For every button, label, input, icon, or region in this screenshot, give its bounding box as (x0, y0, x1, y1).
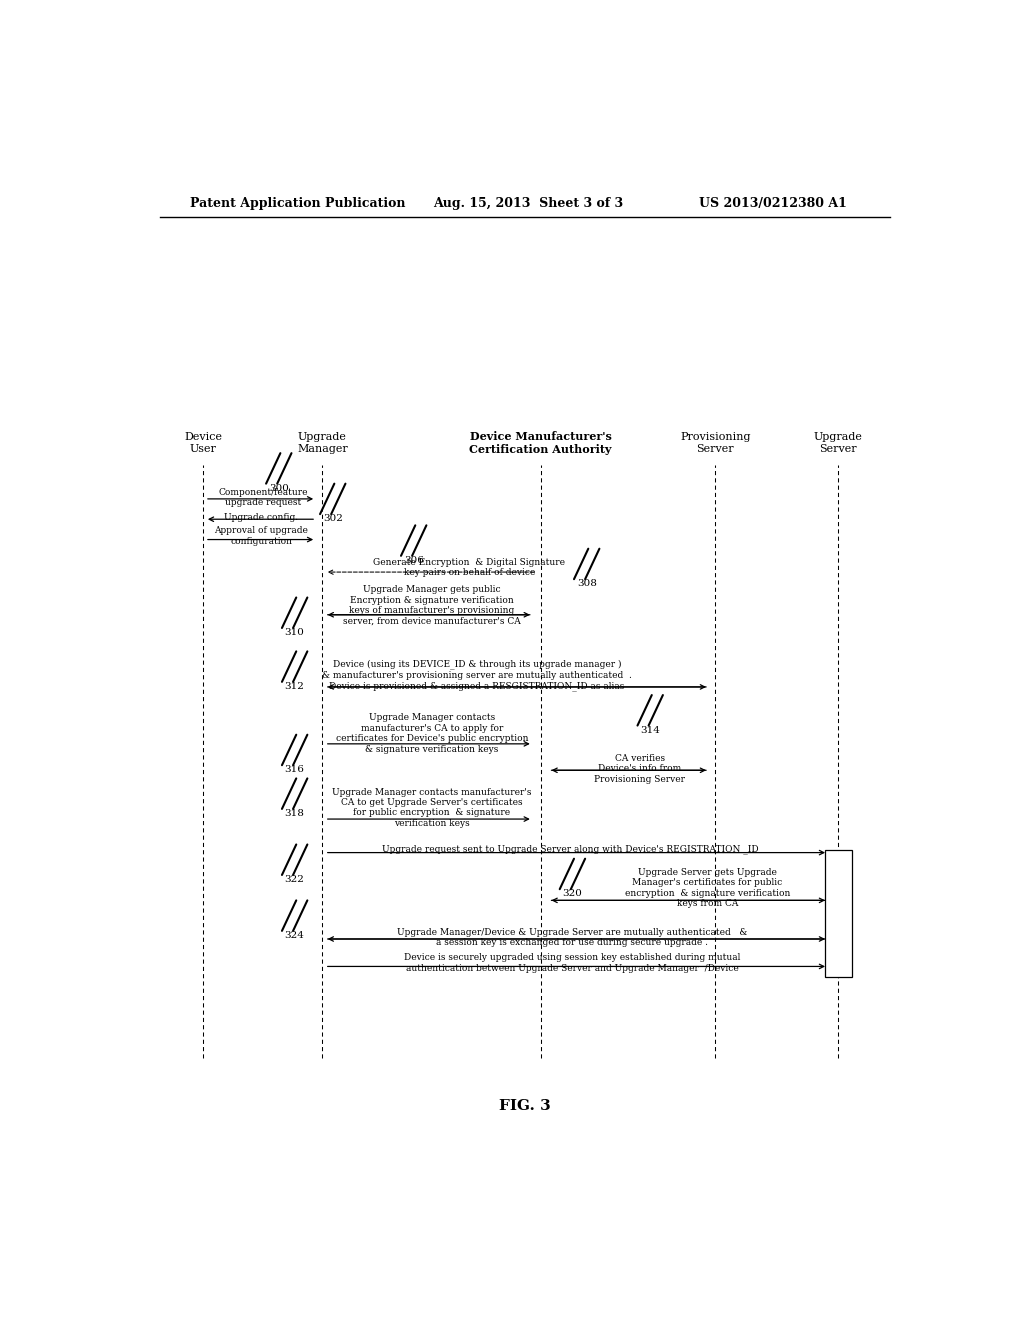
Text: CA verifies
Device's info from
Provisioning Server: CA verifies Device's info from Provision… (594, 754, 685, 784)
Text: 320: 320 (562, 890, 583, 898)
Text: Device Manufacturer's
Certification Authority: Device Manufacturer's Certification Auth… (469, 432, 612, 455)
Text: Upgrade Manager gets public
Encryption & signature verification
keys of manufact: Upgrade Manager gets public Encryption &… (343, 585, 521, 626)
Text: Upgrade
Manager: Upgrade Manager (297, 432, 348, 454)
Text: Patent Application Publication: Patent Application Publication (189, 197, 406, 210)
Text: Upgrade Manager contacts
manufacturer's CA to apply for
certificates for Device': Upgrade Manager contacts manufacturer's … (336, 713, 528, 754)
Text: 314: 314 (640, 726, 660, 734)
Bar (824, 850, 852, 977)
Text: 318: 318 (285, 809, 304, 818)
Text: 308: 308 (577, 579, 597, 589)
Text: Aug. 15, 2013  Sheet 3 of 3: Aug. 15, 2013 Sheet 3 of 3 (433, 197, 624, 210)
Text: 316: 316 (285, 766, 304, 775)
Text: Upgrade Server gets Upgrade
Manager's certificates for public
encryption  & sign: Upgrade Server gets Upgrade Manager's ce… (625, 867, 790, 908)
Text: Upgrade Manager contacts manufacturer's
CA to get Upgrade Server's certificates
: Upgrade Manager contacts manufacturer's … (332, 788, 531, 828)
Text: 322: 322 (285, 875, 304, 884)
Text: Generate Encryption  & Digital Signature
key pairs on behalf of device: Generate Encryption & Digital Signature … (373, 558, 565, 577)
Text: Device is securely upgraded using session key established during mutual
authenti: Device is securely upgraded using sessio… (404, 953, 740, 973)
Text: Upgrade Manager/Device & Upgrade Server are mutually authenticated   &
a session: Upgrade Manager/Device & Upgrade Server … (397, 928, 748, 948)
Text: Device
User: Device User (184, 432, 222, 454)
Text: 312: 312 (285, 682, 304, 690)
Text: Component/feature
upgrade request: Component/feature upgrade request (218, 487, 307, 507)
Text: 324: 324 (285, 931, 304, 940)
Text: Approval of upgrade
configuration: Approval of upgrade configuration (214, 527, 308, 545)
Text: 306: 306 (403, 556, 424, 565)
Text: Upgrade
Server: Upgrade Server (814, 432, 862, 454)
Text: Upgrade config.: Upgrade config. (224, 513, 298, 523)
Text: FIG. 3: FIG. 3 (499, 1098, 551, 1113)
Text: 300: 300 (269, 483, 289, 492)
Text: Upgrade request sent to Upgrade Server along with Device's REGISTRATION _ID: Upgrade request sent to Upgrade Server a… (382, 845, 759, 854)
Text: Provisioning
Server: Provisioning Server (680, 432, 751, 454)
Text: Device (using its DEVICE_ID & through its upgrade manager )
& manufacturer's pro: Device (using its DEVICE_ID & through it… (323, 660, 632, 690)
Text: US 2013/0212380 A1: US 2013/0212380 A1 (699, 197, 847, 210)
Text: 302: 302 (323, 515, 343, 523)
Text: 310: 310 (285, 628, 304, 638)
